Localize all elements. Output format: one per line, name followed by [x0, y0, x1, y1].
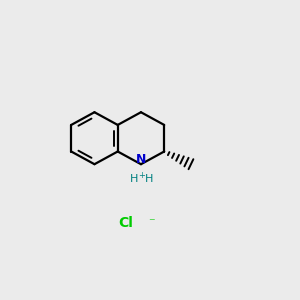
- Text: N: N: [136, 153, 146, 166]
- Text: H: H: [130, 174, 138, 184]
- Text: Cl: Cl: [118, 216, 133, 230]
- Text: H: H: [145, 174, 154, 184]
- Text: +: +: [138, 171, 145, 180]
- Text: ⁻: ⁻: [148, 217, 155, 230]
